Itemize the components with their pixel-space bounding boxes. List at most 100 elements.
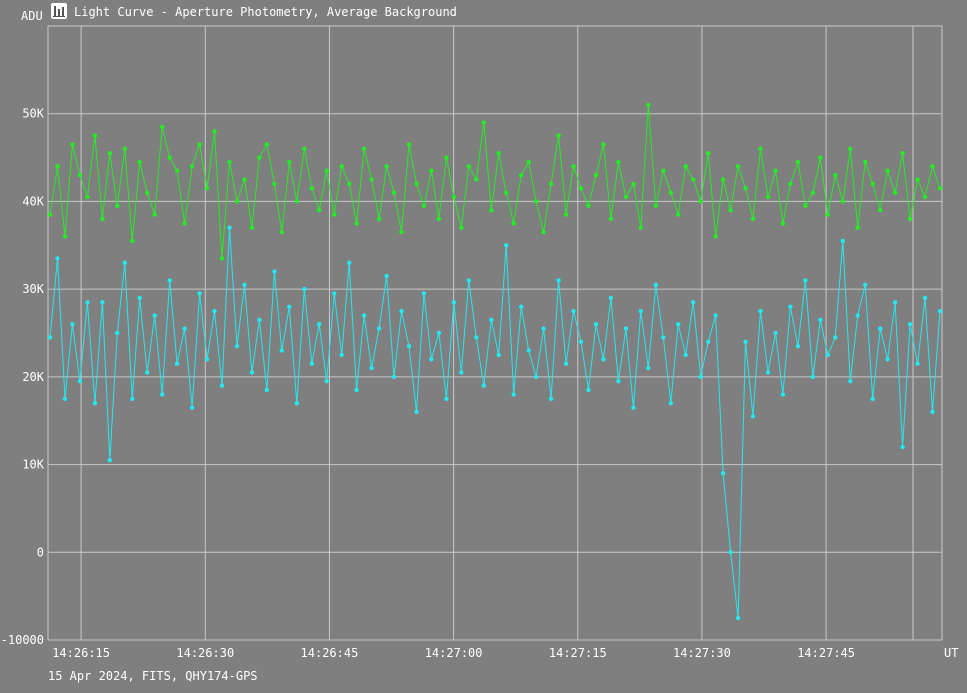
data-point bbox=[691, 177, 696, 182]
data-point bbox=[347, 260, 352, 265]
data-point bbox=[272, 181, 277, 187]
data-point bbox=[922, 194, 928, 200]
series-path bbox=[49, 104, 941, 259]
data-point bbox=[302, 146, 307, 151]
data-point bbox=[481, 383, 486, 388]
y-axis-label: ADU bbox=[21, 9, 43, 23]
data-point bbox=[825, 352, 830, 358]
data-point bbox=[47, 212, 53, 217]
data-point bbox=[219, 256, 225, 261]
data-point bbox=[107, 151, 113, 156]
data-point bbox=[55, 164, 60, 169]
data-point bbox=[354, 387, 359, 393]
data-point bbox=[519, 172, 524, 178]
data-point bbox=[496, 352, 501, 358]
series-path bbox=[49, 227, 941, 619]
x-axis-label: UT bbox=[944, 646, 958, 660]
data-point bbox=[765, 194, 771, 200]
data-point bbox=[773, 168, 778, 173]
data-point bbox=[683, 352, 688, 358]
data-point bbox=[922, 295, 928, 301]
data-point bbox=[167, 278, 172, 283]
data-point bbox=[189, 164, 195, 169]
data-point bbox=[436, 216, 442, 222]
data-point bbox=[848, 146, 853, 151]
data-point bbox=[563, 361, 569, 366]
data-point bbox=[496, 151, 501, 156]
data-point bbox=[706, 339, 711, 344]
data-point bbox=[130, 238, 135, 244]
data-point bbox=[451, 194, 457, 200]
data-point bbox=[160, 392, 165, 397]
data-point bbox=[332, 212, 337, 217]
data-point bbox=[743, 186, 748, 191]
data-point bbox=[646, 102, 651, 108]
data-point bbox=[758, 146, 763, 151]
data-point bbox=[339, 164, 344, 169]
data-point bbox=[264, 387, 270, 393]
data-point bbox=[728, 208, 733, 213]
data-point bbox=[85, 194, 90, 200]
data-point bbox=[182, 326, 187, 331]
data-point bbox=[743, 339, 748, 344]
data-point bbox=[361, 313, 367, 318]
x-tick-label: 14:26:45 bbox=[301, 646, 359, 660]
data-point bbox=[444, 396, 449, 401]
data-point bbox=[92, 401, 98, 406]
data-point bbox=[47, 335, 53, 340]
data-point bbox=[937, 186, 943, 191]
data-point bbox=[324, 168, 329, 173]
data-point bbox=[369, 177, 374, 182]
x-tick-label: 14:26:30 bbox=[176, 646, 234, 660]
data-point bbox=[279, 348, 284, 353]
x-tick-label: 14:27:30 bbox=[673, 646, 731, 660]
data-point bbox=[563, 212, 569, 217]
data-point bbox=[601, 142, 606, 147]
x-tick-label: 14:26:15 bbox=[52, 646, 110, 660]
data-point bbox=[264, 142, 270, 147]
data-point bbox=[533, 199, 539, 204]
data-point bbox=[833, 335, 838, 340]
data-point bbox=[691, 300, 696, 305]
data-point bbox=[623, 326, 629, 331]
data-point bbox=[519, 304, 524, 309]
data-point bbox=[85, 300, 90, 305]
data-point bbox=[601, 357, 606, 362]
data-point bbox=[578, 339, 584, 344]
data-point bbox=[324, 379, 329, 384]
y-tick-label: 0 bbox=[37, 545, 44, 559]
data-point bbox=[833, 172, 838, 178]
data-point bbox=[870, 396, 875, 401]
data-point bbox=[145, 370, 150, 375]
data-point bbox=[70, 142, 75, 147]
data-point bbox=[204, 186, 210, 191]
data-point bbox=[586, 203, 591, 208]
x-tick-label: 14:27:00 bbox=[425, 646, 483, 660]
data-point bbox=[855, 225, 860, 230]
data-point bbox=[70, 322, 75, 327]
x-tick-label: 14:27:45 bbox=[797, 646, 855, 660]
data-point bbox=[915, 361, 920, 366]
data-point bbox=[451, 300, 457, 305]
data-point bbox=[593, 172, 599, 178]
data-point bbox=[459, 370, 464, 375]
data-point bbox=[174, 168, 180, 173]
data-point bbox=[62, 234, 68, 239]
data-point bbox=[848, 379, 853, 384]
data-point bbox=[556, 278, 561, 283]
series-line bbox=[47, 102, 943, 261]
data-point bbox=[100, 216, 105, 222]
data-point bbox=[706, 151, 711, 156]
data-point bbox=[459, 225, 464, 230]
data-point bbox=[481, 120, 486, 125]
data-point bbox=[930, 164, 935, 169]
data-point bbox=[818, 317, 823, 322]
data-point bbox=[414, 181, 419, 187]
data-point bbox=[676, 212, 681, 217]
data-point bbox=[182, 221, 187, 226]
data-point bbox=[474, 177, 479, 182]
chart-app-icon bbox=[51, 3, 67, 19]
data-point bbox=[107, 458, 113, 463]
data-point bbox=[668, 190, 673, 195]
